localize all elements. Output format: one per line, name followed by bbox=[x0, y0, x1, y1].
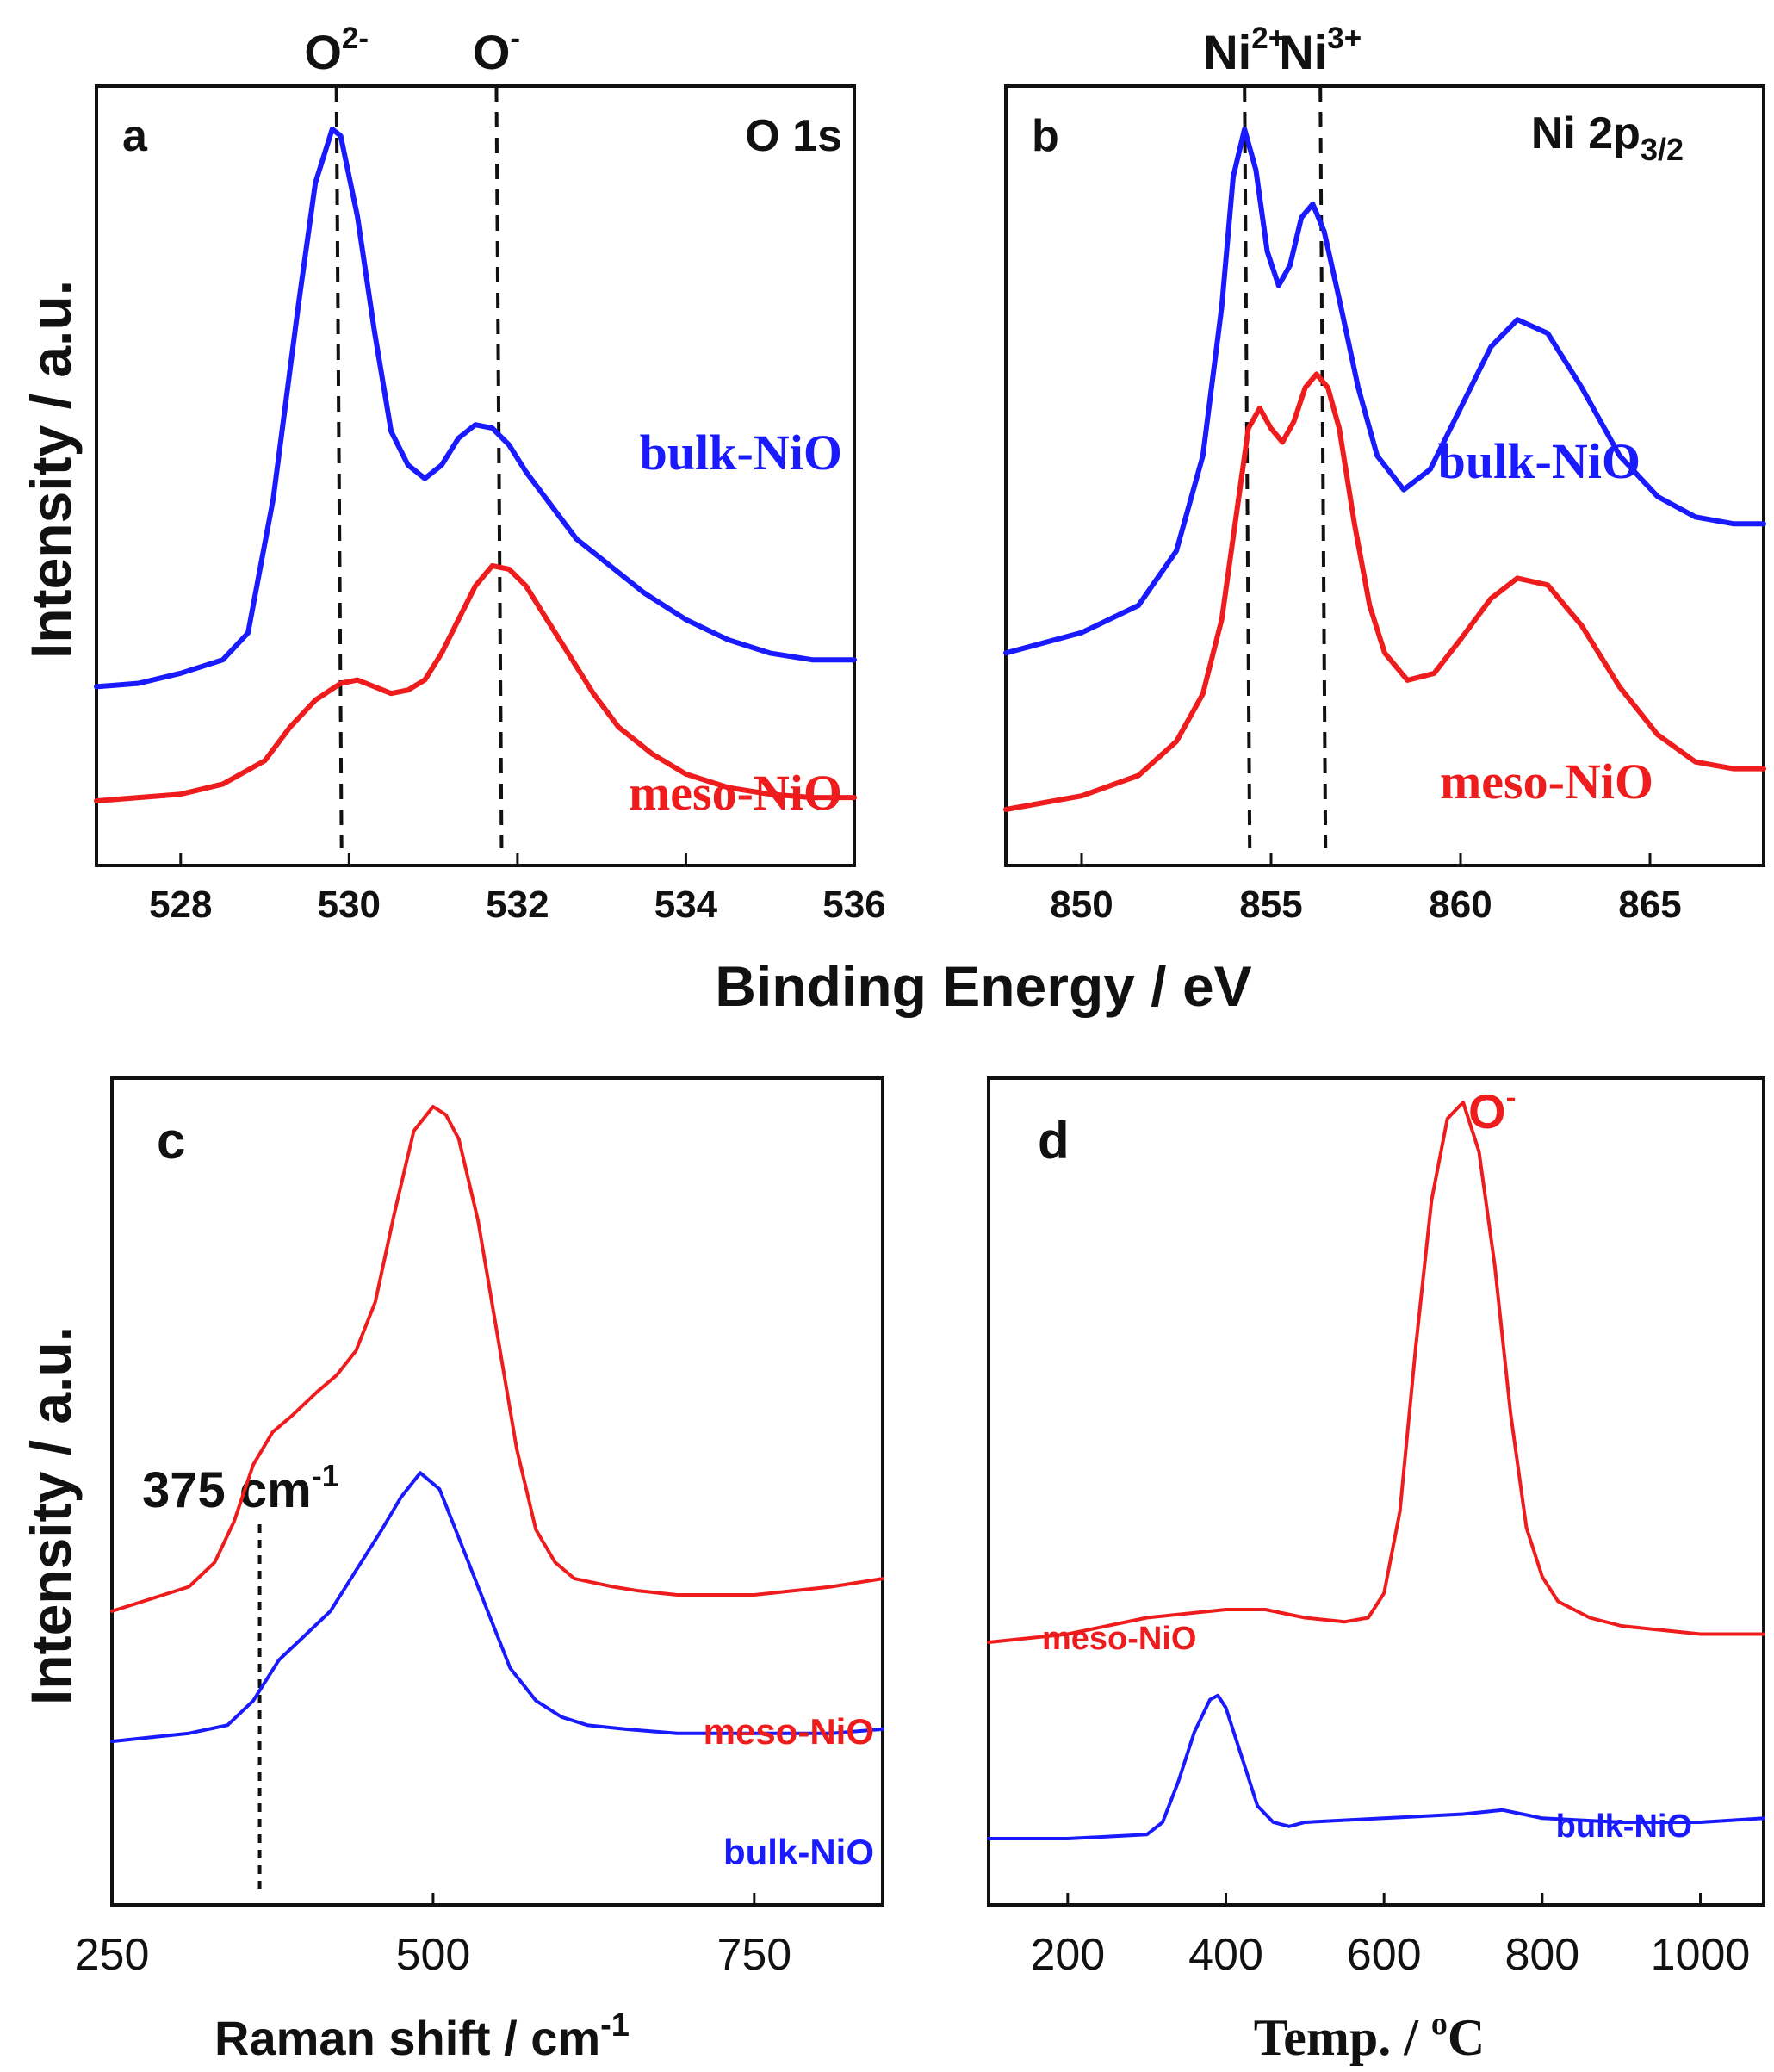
reference-line-label-base: O bbox=[304, 25, 342, 79]
reference-line-label: Ni2+ bbox=[1203, 22, 1286, 79]
x-tick-label: 400 bbox=[1188, 1930, 1263, 1980]
reference-line-label-sup: - bbox=[510, 22, 520, 55]
reference-line-label: O2- bbox=[304, 22, 369, 79]
panel-d-frame bbox=[987, 1076, 1765, 1907]
panel-b-annotation-sub: 3/2 bbox=[1641, 132, 1684, 167]
x-tick-label: 860 bbox=[1429, 884, 1492, 926]
x-tick-label: 200 bbox=[1030, 1930, 1105, 1980]
series-label-meso-NiO: meso-NiO bbox=[629, 765, 842, 821]
x-tick-label: 750 bbox=[716, 1930, 791, 1980]
panel-b: b Ni 2p3/2 850 855 860 865 Ni2+Ni3+ bulk-Ni… bbox=[1003, 22, 1766, 926]
panel-a-letter: a bbox=[122, 111, 148, 161]
series-label-meso-NiO: meso-NiO bbox=[1042, 1621, 1196, 1657]
panel-d-xlabel-base: Temp. / bbox=[1254, 2009, 1431, 2066]
panel-d-letter: d bbox=[1038, 1112, 1070, 1169]
peak-label: O- bbox=[1468, 1079, 1517, 1138]
panel-c-xlabel: Raman shift / cm-1 bbox=[214, 2007, 630, 2065]
series-line-bulk-NiO bbox=[94, 127, 857, 690]
series-line-bulk-NiO bbox=[110, 1471, 884, 1744]
reference-dashed-line bbox=[494, 85, 504, 849]
reference-line-label-sup: 3+ bbox=[1327, 22, 1362, 55]
peak-label-sup: - bbox=[1506, 1079, 1517, 1114]
x-tick-label: 534 bbox=[654, 884, 718, 926]
reference-line-label-sup: 2+ bbox=[1251, 22, 1286, 55]
reference-line-label-sup: -1 bbox=[312, 1458, 339, 1493]
series-line-bulk-NiO bbox=[987, 1693, 1765, 1840]
x-tick-label: 1000 bbox=[1651, 1930, 1751, 1980]
panel-c-xlabel-base: Raman shift / cm bbox=[214, 2011, 600, 2065]
reference-line-label-base: Ni bbox=[1203, 25, 1251, 79]
series-label-meso-NiO: meso-NiO bbox=[704, 1711, 874, 1752]
panel-a-annotation: O 1s bbox=[745, 111, 842, 161]
series-line-bulk-NiO bbox=[1003, 127, 1766, 656]
panel-c-letter: c bbox=[157, 1112, 185, 1169]
panel-d-ylabel: Intensity / a.u. bbox=[915, 1326, 978, 1705]
reference-line-label-sup: 2- bbox=[342, 22, 369, 55]
x-tick-label: 865 bbox=[1618, 884, 1681, 926]
panel-c: c 250 500 750 375 cm-1 meso-NiO bulk-NiO bbox=[75, 1076, 884, 1980]
reference-line-label: O- bbox=[473, 22, 520, 79]
series-line-meso-NiO bbox=[1003, 371, 1766, 812]
panel-c-frame bbox=[110, 1076, 884, 1907]
panel-b-annotation-base: Ni 2p bbox=[1531, 109, 1641, 158]
x-tick-label: 528 bbox=[149, 884, 212, 926]
x-tick-label: 532 bbox=[486, 884, 549, 926]
panel-c-xlabel-sup: -1 bbox=[600, 2007, 630, 2044]
panel-c-ylabel: Intensity / a.u. bbox=[19, 1326, 83, 1705]
series-line-meso-NiO bbox=[110, 1105, 884, 1613]
x-tick-label: 800 bbox=[1504, 1930, 1579, 1980]
series-label-bulk-NiO: bulk-NiO bbox=[1438, 433, 1641, 489]
x-tick-label: 600 bbox=[1347, 1930, 1422, 1980]
reference-line-label-base: Ni bbox=[1279, 25, 1327, 79]
panel-b-frame bbox=[1004, 84, 1765, 867]
x-tick-label: 855 bbox=[1239, 884, 1302, 926]
reference-line-label: 375 cm-1 bbox=[142, 1458, 339, 1518]
peak-label-base: O bbox=[1468, 1084, 1506, 1138]
panel-d: d 200 400 600 800 1000 meso-NiO bulk-NiO O- bbox=[987, 1076, 1765, 1980]
reference-dashed-line bbox=[1243, 85, 1252, 849]
panel-d-xlabel-sup: o bbox=[1431, 2006, 1448, 2042]
panel-a-ylabel: Intensity / a.u. bbox=[19, 280, 83, 659]
series-label-bulk-NiO: bulk-NiO bbox=[640, 425, 842, 481]
panel-d-xlabel: Temp. / oC bbox=[1254, 2006, 1486, 2066]
x-tick-label: 250 bbox=[75, 1930, 150, 1980]
panel-a: a O 1s 528 530 532 534 536 O2- O- bulk-NiOmes… bbox=[94, 22, 886, 926]
series-label-bulk-NiO: bulk-NiO bbox=[1556, 1808, 1692, 1845]
reference-line-label-base: 375 cm bbox=[142, 1462, 312, 1518]
series-label-bulk-NiO: bulk-NiO bbox=[723, 1832, 874, 1872]
panel-b-annotation: Ni 2p3/2 bbox=[1531, 109, 1684, 167]
panel-d-xlabel-end: C bbox=[1448, 2009, 1485, 2066]
series-line-meso-NiO bbox=[94, 563, 857, 803]
panel-b-letter: b bbox=[1032, 111, 1059, 161]
shared-xlabel: Binding Energy / eV bbox=[715, 954, 1251, 1018]
x-tick-label: 500 bbox=[396, 1930, 471, 1980]
reference-dashed-line bbox=[1318, 85, 1328, 849]
reference-line-label-base: O bbox=[473, 25, 511, 79]
series-line-meso-NiO bbox=[987, 1101, 1765, 1644]
panel-a-frame bbox=[95, 84, 856, 867]
x-tick-label: 536 bbox=[822, 884, 885, 926]
x-tick-label: 530 bbox=[318, 884, 381, 926]
x-tick-label: 850 bbox=[1050, 884, 1113, 926]
reference-dashed-line bbox=[334, 85, 344, 849]
reference-line-label: Ni3+ bbox=[1279, 22, 1362, 79]
series-label-meso-NiO: meso-NiO bbox=[1440, 754, 1653, 810]
